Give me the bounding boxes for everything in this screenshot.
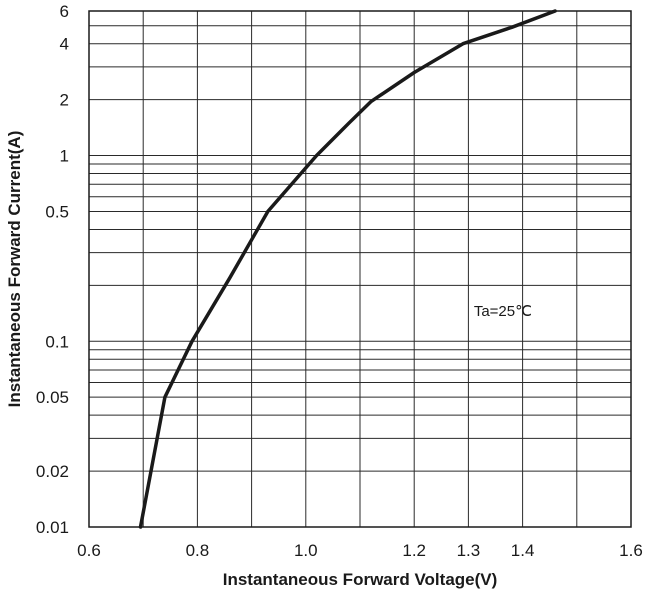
x-tick-label-4: 1.3	[457, 541, 481, 560]
grid	[88, 10, 632, 528]
x-axis-title: Instantaneous Forward Voltage(V)	[223, 570, 498, 589]
y-tick-label-5: 1	[60, 147, 69, 166]
y-tick-label-6: 2	[60, 91, 69, 110]
x-tick-label-1: 0.8	[186, 541, 210, 560]
x-tick-label-6: 1.6	[619, 541, 643, 560]
y-tick-label-8: 6	[60, 2, 69, 21]
series-line-forward-current	[138, 9, 557, 529]
y-tick-label-0: 0.01	[36, 518, 69, 537]
y-tick-label-3: 0.1	[45, 332, 69, 351]
y-tick-label-2: 0.05	[36, 388, 69, 407]
annotations: Ta=25℃	[474, 303, 532, 320]
y-tick-label-1: 0.02	[36, 462, 69, 481]
x-tick-label-3: 1.2	[402, 541, 426, 560]
x-tick-label-2: 1.0	[294, 541, 318, 560]
plot-frame	[88, 10, 632, 528]
x-tick-labels: 0.6 0.8 1.0 1.2 1.3 1.4 1.6	[77, 541, 643, 560]
annotation-0: Ta=25℃	[474, 303, 532, 320]
y-tick-label-4: 0.5	[45, 202, 69, 221]
y-axis-title: Instantaneous Forward Current(A)	[5, 131, 24, 408]
x-tick-label-0: 0.6	[77, 541, 101, 560]
y-tick-label-7: 4	[60, 35, 69, 54]
y-tick-labels: 0.01 0.02 0.05 0.1 0.5 1 2 4 6	[36, 2, 69, 537]
x-tick-label-5: 1.4	[511, 541, 535, 560]
